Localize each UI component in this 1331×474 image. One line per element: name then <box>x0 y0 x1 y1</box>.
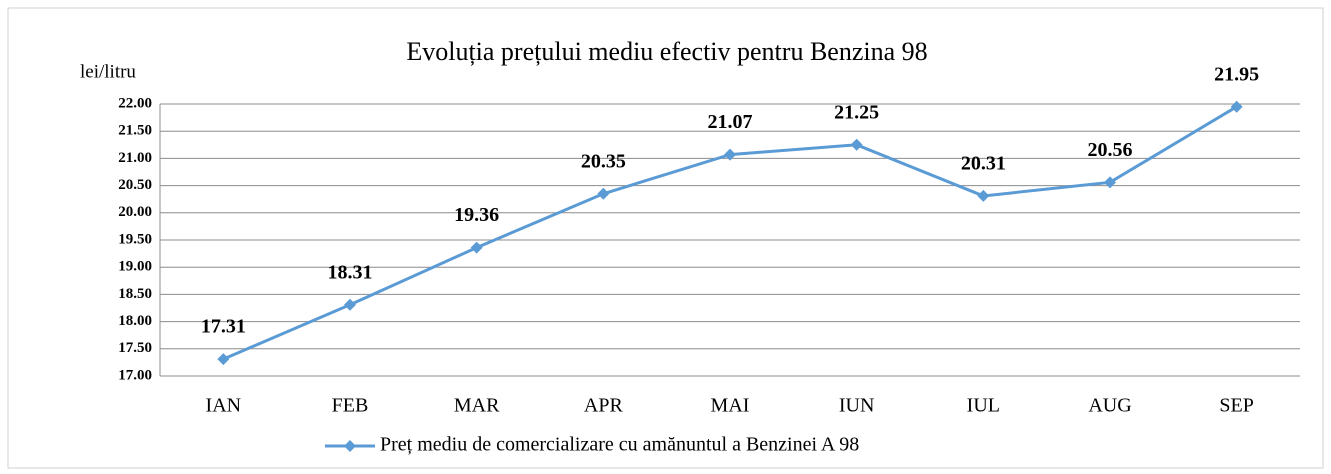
data-label: 21.95 <box>1214 63 1259 85</box>
point-marker <box>1104 176 1116 189</box>
point-marker <box>470 241 483 254</box>
y-tick-label: 21.50 <box>118 123 152 139</box>
x-tick-label: AUG <box>1088 395 1131 417</box>
x-tick-label: SEP <box>1219 395 1253 417</box>
data-label: 20.56 <box>1088 139 1133 161</box>
y-tick-label: 20.00 <box>118 204 152 220</box>
x-tick-label: MAI <box>711 395 750 417</box>
point-marker <box>977 189 990 202</box>
data-label: 20.31 <box>961 153 1006 175</box>
x-tick-label: FEB <box>332 395 369 417</box>
data-label: 21.25 <box>834 101 879 123</box>
data-label: 20.35 <box>581 150 626 172</box>
y-tick-label: 17.00 <box>118 367 152 383</box>
data-label: 18.31 <box>328 261 373 283</box>
y-tick-label: 19.00 <box>118 259 152 275</box>
x-tick-label: MAR <box>454 395 500 417</box>
point-marker <box>1230 100 1243 113</box>
point-marker <box>217 353 230 366</box>
x-tick-label: IUL <box>967 395 1000 417</box>
data-label: 19.36 <box>454 204 499 226</box>
y-tick-label: 21.00 <box>118 150 152 166</box>
chart-border <box>7 7 1324 469</box>
chart-title: Evoluția prețului mediu efectiv pentru B… <box>406 37 927 66</box>
x-tick-label: IAN <box>206 395 242 417</box>
y-axis-label: lei/litru <box>80 61 136 82</box>
y-tick-label: 19.50 <box>118 231 152 247</box>
y-tick-label: 20.50 <box>118 177 152 193</box>
y-tick-label: 18.50 <box>118 286 152 302</box>
y-tick-label: 22.00 <box>118 95 152 111</box>
data-label: 17.31 <box>201 316 246 338</box>
y-tick-label: 17.50 <box>118 340 152 356</box>
legend-marker <box>344 440 356 452</box>
x-tick-label: APR <box>584 395 624 417</box>
y-tick-label: 18.00 <box>118 313 152 329</box>
legend-label: Preț mediu de comercializare cu amănuntu… <box>380 434 859 456</box>
point-marker <box>850 138 863 151</box>
x-tick-label: IUN <box>839 395 875 417</box>
point-marker <box>597 187 610 200</box>
point-marker <box>344 298 356 311</box>
point-marker <box>724 148 736 161</box>
data-label: 21.07 <box>708 111 753 133</box>
